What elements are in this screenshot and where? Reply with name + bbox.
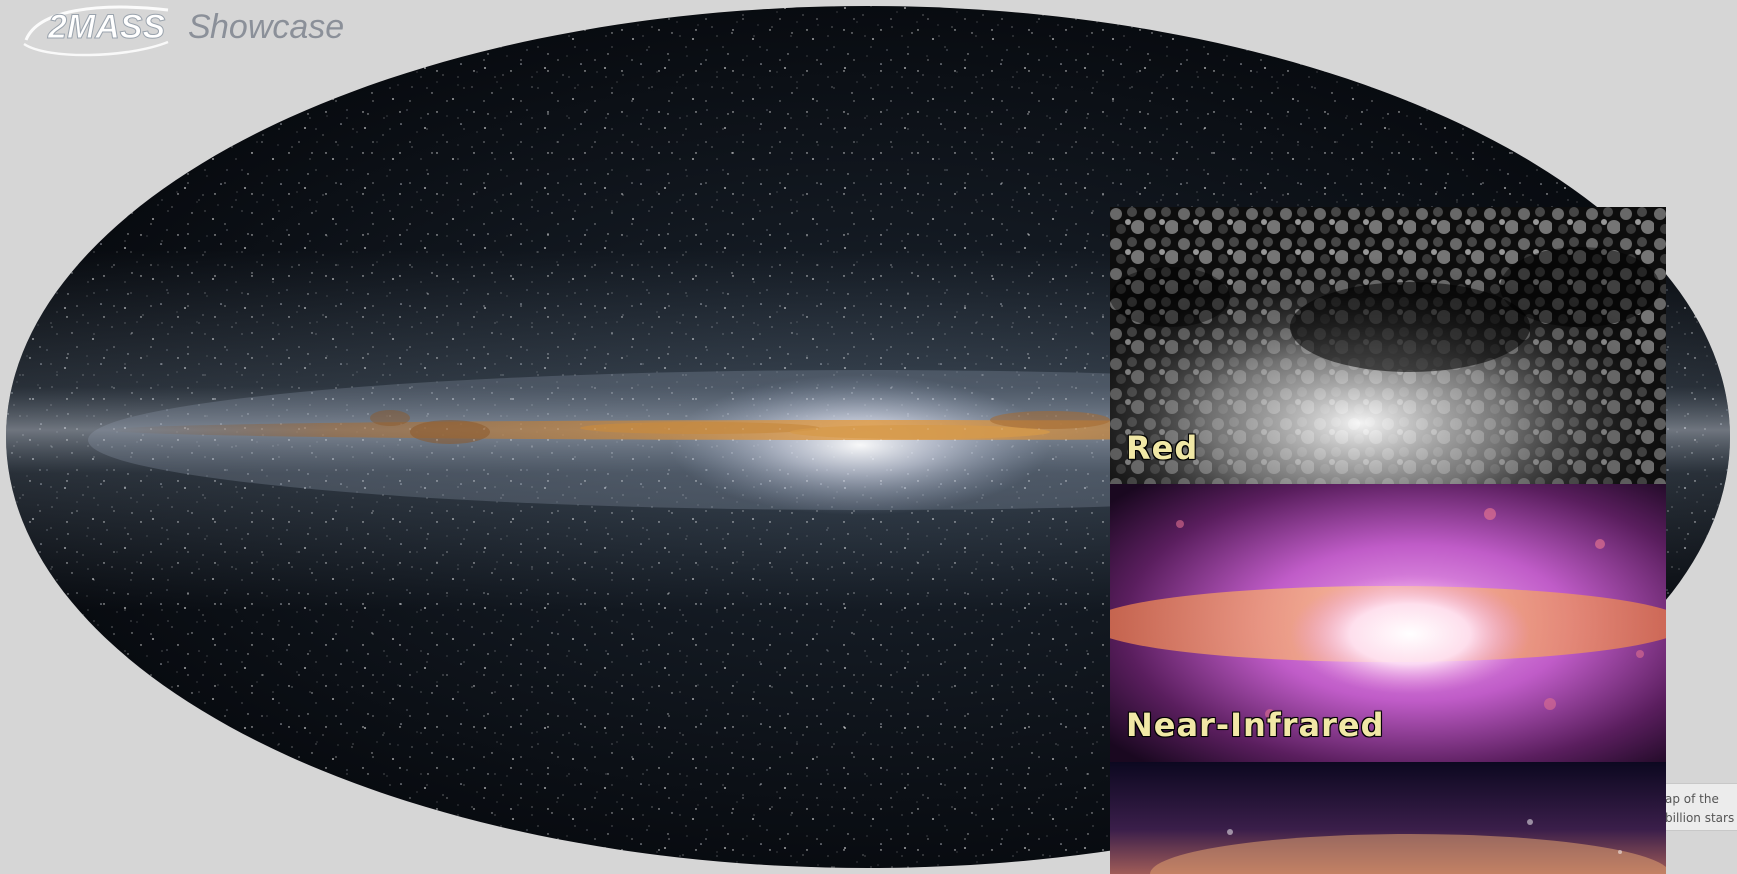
third-wavelength-image: [1110, 762, 1666, 874]
logo-2mass-text: 2MASS: [47, 8, 165, 46]
caption-line-2: billion stars: [1665, 811, 1735, 825]
near-infrared-panel: Near-Infrared: [1110, 484, 1666, 762]
logo-swoosh-icon: 2MASS S howcase: [23, 5, 344, 57]
red-panel: Red: [1110, 207, 1666, 484]
third-wavelength-panel: [1110, 762, 1666, 874]
red-band-image: [1110, 207, 1666, 484]
near-infrared-label: Near-Infrared: [1126, 706, 1385, 744]
near-infrared-image: [1110, 484, 1666, 762]
wavelength-comparison-inset: Red: [1110, 207, 1666, 874]
2mass-showcase-logo: 2MASS S howcase: [18, 0, 348, 60]
caption-line-1: ap of the: [1665, 792, 1719, 806]
logo-showcase-text: howcase: [210, 8, 344, 46]
logo-s-text: S: [188, 8, 211, 46]
red-label: Red: [1126, 429, 1199, 467]
